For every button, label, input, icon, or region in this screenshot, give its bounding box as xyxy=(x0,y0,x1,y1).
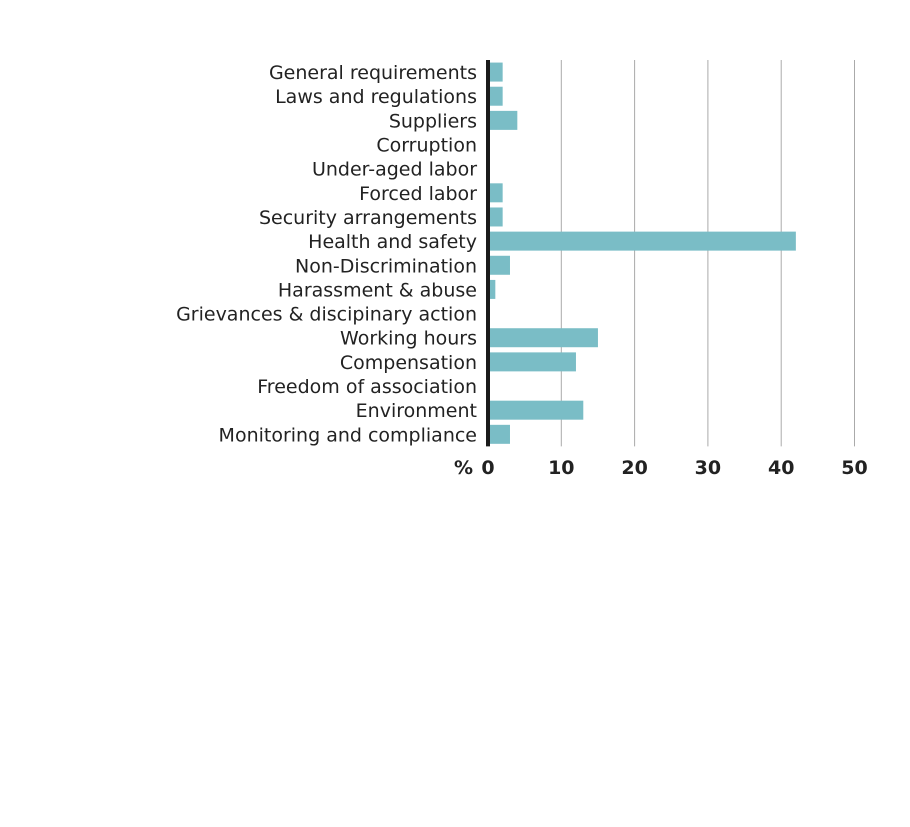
category-label: Compensation xyxy=(340,352,477,374)
bar xyxy=(488,183,503,203)
category-label: Suppliers xyxy=(389,110,477,132)
category-label: Non-Discrimination xyxy=(295,255,477,277)
grid-lines xyxy=(560,60,855,447)
category-label: Harassment & abuse xyxy=(278,279,477,301)
x-tick-label: 10 xyxy=(548,457,574,479)
x-tick-labels: 0 10 20 30 40 50 xyxy=(481,457,867,479)
category-label: Forced labor xyxy=(359,183,477,205)
bar xyxy=(488,328,598,348)
bar xyxy=(488,110,518,130)
category-label: Security arrangements xyxy=(259,207,477,229)
x-tick-label: 0 xyxy=(481,457,494,479)
x-tick-label: 20 xyxy=(621,457,647,479)
category-label: Laws and regulations xyxy=(275,86,477,108)
category-label: Health and safety xyxy=(308,231,477,253)
category-label: Under-aged labor xyxy=(312,159,477,181)
bars xyxy=(488,62,796,444)
bar xyxy=(488,207,503,227)
x-tick-label: 50 xyxy=(841,457,867,479)
category-label: Freedom of association xyxy=(257,376,477,398)
bar xyxy=(488,279,496,299)
x-tick-label: 30 xyxy=(695,457,721,479)
bar xyxy=(488,86,503,106)
category-label: Working hours xyxy=(340,328,477,350)
unit-label: % xyxy=(454,457,473,479)
bar xyxy=(488,255,510,275)
category-label: Corruption xyxy=(376,135,477,157)
bar xyxy=(488,231,796,251)
bar xyxy=(488,62,503,82)
x-tick-label: 40 xyxy=(768,457,794,479)
category-label: Environment xyxy=(356,400,477,422)
bar xyxy=(488,352,576,372)
category-label: Monitoring and compliance xyxy=(219,424,477,446)
category-label: General requirements xyxy=(269,62,477,84)
category-label: Grievances & discipinary action xyxy=(176,304,477,326)
bar xyxy=(488,400,584,420)
bar xyxy=(488,424,510,444)
